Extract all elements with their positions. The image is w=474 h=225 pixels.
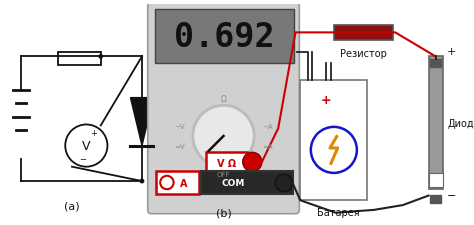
Circle shape	[243, 153, 262, 172]
Circle shape	[65, 125, 108, 167]
Text: ~A: ~A	[262, 124, 273, 130]
Polygon shape	[130, 98, 154, 146]
Text: COM: COM	[222, 178, 245, 187]
Circle shape	[98, 55, 103, 59]
Bar	[201, 172, 292, 194]
Text: Резистор: Резистор	[340, 49, 387, 59]
Text: Батарея: Батарея	[317, 207, 360, 217]
Bar	[430, 60, 441, 68]
Circle shape	[193, 106, 254, 167]
Circle shape	[139, 179, 145, 184]
Text: −: −	[447, 190, 456, 200]
Text: =V: =V	[174, 143, 185, 149]
Bar	[429, 57, 443, 189]
FancyBboxPatch shape	[148, 4, 299, 214]
Text: +: +	[91, 128, 98, 137]
Bar	[430, 196, 441, 203]
Text: 0.692: 0.692	[174, 21, 275, 54]
Text: −: −	[79, 155, 86, 164]
Text: (b): (b)	[216, 208, 231, 218]
Bar	[156, 172, 199, 194]
Text: V: V	[82, 140, 91, 152]
Text: (a): (a)	[64, 200, 80, 210]
Circle shape	[160, 176, 173, 189]
Text: Диод: Диод	[447, 118, 474, 128]
Bar	[334, 26, 393, 41]
Text: OFF: OFF	[217, 172, 230, 178]
Text: A: A	[180, 178, 187, 188]
Text: Ω: Ω	[220, 95, 227, 104]
Text: =A: =A	[262, 143, 273, 149]
Bar	[206, 153, 246, 174]
Text: +: +	[447, 46, 456, 56]
Text: V Ω: V Ω	[217, 158, 236, 168]
Circle shape	[311, 127, 357, 173]
Bar	[155, 10, 293, 64]
Bar	[429, 174, 443, 187]
Circle shape	[275, 175, 292, 192]
Text: +: +	[321, 94, 331, 107]
Text: ~V: ~V	[174, 124, 185, 130]
Bar	[300, 81, 367, 200]
Bar	[57, 52, 101, 66]
